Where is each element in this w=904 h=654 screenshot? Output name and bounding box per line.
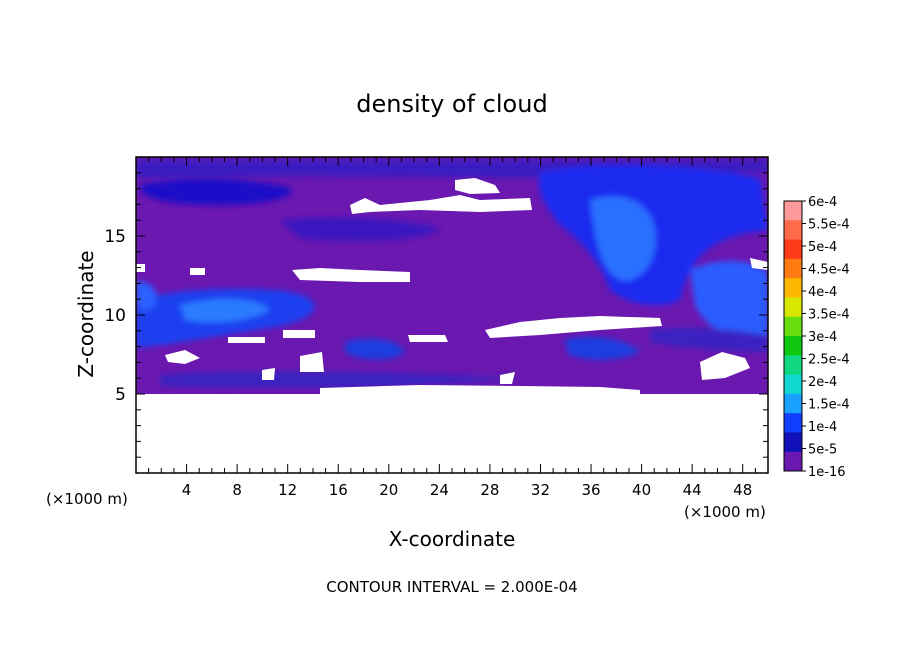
x-tick-label: 8 [232,481,242,499]
colorbar-swatch [784,413,802,433]
colorbar-label: 2.5e-4 [808,353,850,368]
blob-left-edge [136,281,157,312]
patch-4 [190,268,205,275]
blob-left-core [180,298,270,323]
x-unit-right: (×1000 m) [684,503,766,521]
colorbar-swatch [784,355,802,376]
colorbar-label: 4e-4 [808,285,837,300]
colorbar-swatch [784,336,802,356]
patch-2 [455,178,500,194]
x-axis-ticks: 4 8 12 16 20 24 28 32 36 40 44 48 [148,157,756,499]
chart-title: density of cloud [356,90,547,118]
y-axis-ticks: 5 10 15 [104,172,768,458]
patch-11 [700,352,750,380]
patch-7 [228,337,265,343]
contour-interval-note: CONTOUR INTERVAL = 2.000E-04 [326,578,577,596]
blob-right-edge [690,260,768,341]
colorbar-label: 5e-4 [808,240,837,255]
blob-low-band [160,371,520,388]
x-tick-label: 20 [379,481,398,499]
patch-8 [408,335,448,342]
patch-9 [300,352,324,372]
x-tick-label: 48 [733,481,752,499]
patch-13 [262,368,275,380]
patch-15 [320,385,640,394]
x-tick-label: 28 [480,481,499,499]
y-tick-label: 15 [104,227,126,247]
x-tick-label: 24 [430,481,449,499]
x-tick-label: 36 [581,481,600,499]
colorbar-swatch [784,432,802,453]
x-tick-label: 16 [329,481,348,499]
colorbar-label: 1.5e-4 [808,398,850,413]
patch-3 [292,268,410,282]
blob-right-low [650,327,768,352]
x-tick-label: 12 [278,481,297,499]
patch-1 [350,195,532,214]
x-tick-label: 44 [683,481,702,499]
colorbar-swatch [784,393,802,414]
x-tick-label: 32 [531,481,550,499]
colorbar-swatch [784,220,802,241]
blob-top-mid [280,217,440,242]
no-data-patches [136,178,768,394]
colorbar-swatch [784,316,802,337]
colorbar-label: 6e-4 [808,195,837,210]
field-blobs [136,160,768,388]
colorbar-swatch [784,451,802,472]
y-axis-label: Z-coordinate [74,250,98,377]
blob-center-small [345,338,405,360]
colorbar-swatch [784,239,802,260]
colorbar-swatch [784,278,802,298]
x-unit-left: (×1000 m) [46,490,128,508]
x-axis-label: X-coordinate [389,527,516,551]
colorbar-swatch [784,201,802,221]
blob-center-right [565,336,640,360]
x-tick-label: 40 [632,481,651,499]
colorbar: 6e-4 5.5e-4 5e-4 4.5e-4 4e-4 3.5e-4 3e-4 2.5e-4… [783,195,850,480]
colorbar-swatch [784,258,802,279]
colorbar-label: 1e-16 [808,465,846,480]
colorbar-label: 5.5e-4 [808,218,850,233]
patch-14 [500,372,515,384]
y-tick-label: 10 [104,306,126,326]
colorbar-swatch [784,374,802,395]
blob-top-left [140,178,292,206]
blob-right-core [590,196,656,281]
y-tick-label: 5 [115,385,126,405]
colorbar-label: 5e-5 [808,443,837,458]
colorbar-label: 2e-4 [808,375,837,390]
colorbar-swatch [784,297,802,318]
patch-5 [485,316,662,338]
colorbar-label: 4.5e-4 [808,263,850,278]
colorbar-label: 3e-4 [808,330,837,345]
colorbar-label: 1e-4 [808,420,837,435]
heatmap-field [136,157,768,394]
patch-10 [165,350,200,364]
x-tick-label: 4 [182,481,192,499]
colorbar-label: 3.5e-4 [808,308,850,323]
patch-12 [750,258,768,270]
patch-6 [283,330,315,338]
